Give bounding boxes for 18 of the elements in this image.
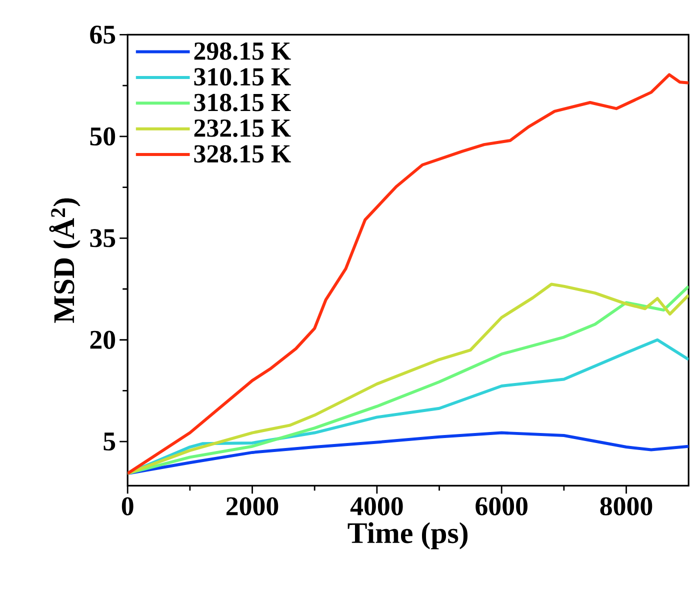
y-tick-label: 35 <box>90 229 116 248</box>
y-tick-label: 5 <box>104 432 116 451</box>
legend-label: 310.15 K <box>194 68 291 86</box>
y-tick-label: 20 <box>90 330 116 349</box>
y-tick-label: 50 <box>90 127 116 146</box>
x-axis-title: Time (ps) <box>348 522 468 550</box>
x-tick-label: 8000 <box>600 497 652 516</box>
x-tick-label: 6000 <box>476 497 528 516</box>
legend-label: 232.15 K <box>194 119 291 138</box>
line-series <box>128 431 689 475</box>
y-axis-title: MSD (Å$^{2}$) <box>49 198 80 323</box>
legend-label: 328.15 K <box>194 145 291 163</box>
legend-label: 298.15 K <box>194 42 291 60</box>
x-tick-label: 2000 <box>226 497 278 516</box>
legend-label: 318.15 K <box>194 94 291 112</box>
x-tick-label: 4000 <box>350 497 403 516</box>
y-tick-label: 65 <box>90 26 116 44</box>
x-tick-label: 0 <box>122 497 134 516</box>
